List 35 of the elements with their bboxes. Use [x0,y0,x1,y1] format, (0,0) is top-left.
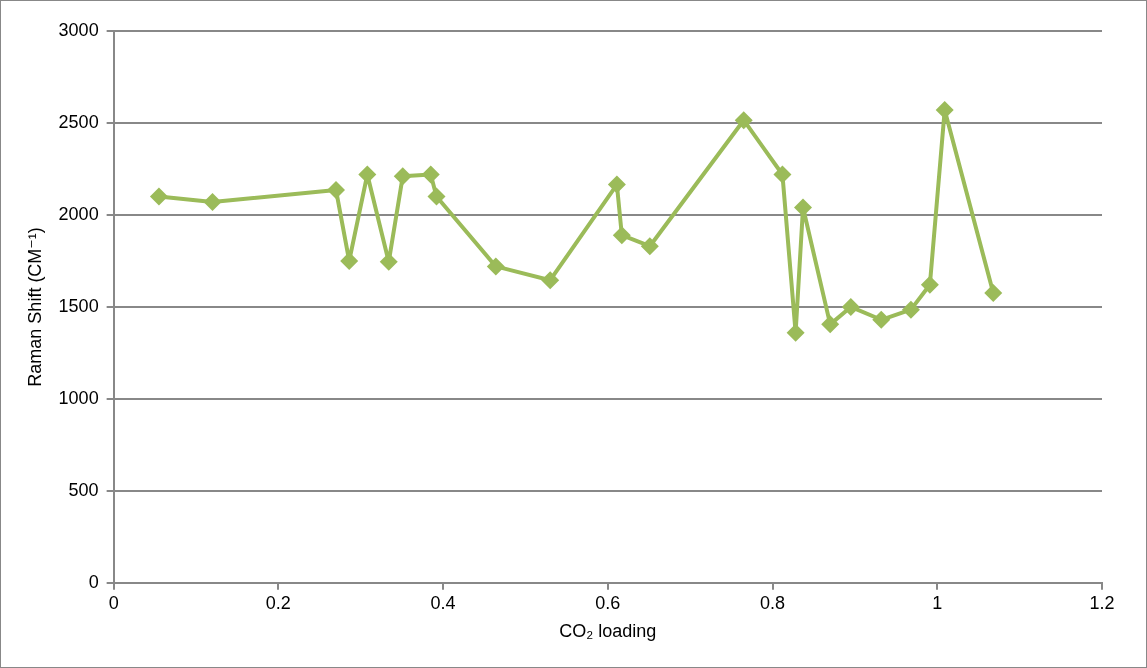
point [203,193,222,212]
y-tick-label: 0 [88,571,99,592]
y-tick-label: 1000 [58,387,99,408]
x-tick-label: 0.4 [430,592,456,613]
point [327,181,346,200]
y-tick-label: 500 [68,479,99,500]
point [421,165,440,184]
point [612,226,631,245]
x-axis-title: CO₂ loading [559,621,657,642]
y-axis-title: Raman Shift (CM⁻¹) [24,227,45,387]
y-tick-label: 3000 [58,19,99,40]
y-tick-label: 2000 [58,203,99,224]
x-tick-label: 0 [108,592,119,613]
x-tick-label: 0.2 [265,592,291,613]
point [841,297,860,316]
point [541,271,560,290]
point [901,300,920,319]
point [773,165,792,184]
point [872,310,891,329]
y-tick-label: 1500 [58,295,99,316]
point [734,111,753,130]
point [486,257,505,276]
point [393,167,412,186]
y-tick-label: 2500 [58,111,99,132]
x-tick-label: 1.2 [1089,592,1115,613]
x-tick-label: 1 [932,592,943,613]
x-tick-label: 0.8 [760,592,786,613]
point [821,315,840,334]
point [984,284,1003,303]
point [920,275,939,294]
point [427,187,446,206]
x-tick-label: 0.6 [595,592,621,613]
point [640,237,659,256]
point [149,187,168,206]
point [607,175,626,194]
